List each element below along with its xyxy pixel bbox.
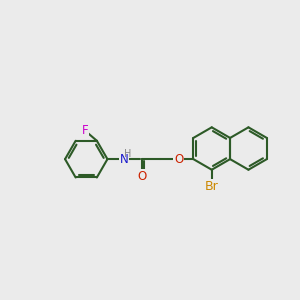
Text: O: O [137,170,147,183]
Text: H: H [124,149,131,159]
Text: Br: Br [205,180,219,193]
Text: O: O [174,153,183,166]
Text: N: N [119,153,128,166]
Text: F: F [82,124,88,137]
